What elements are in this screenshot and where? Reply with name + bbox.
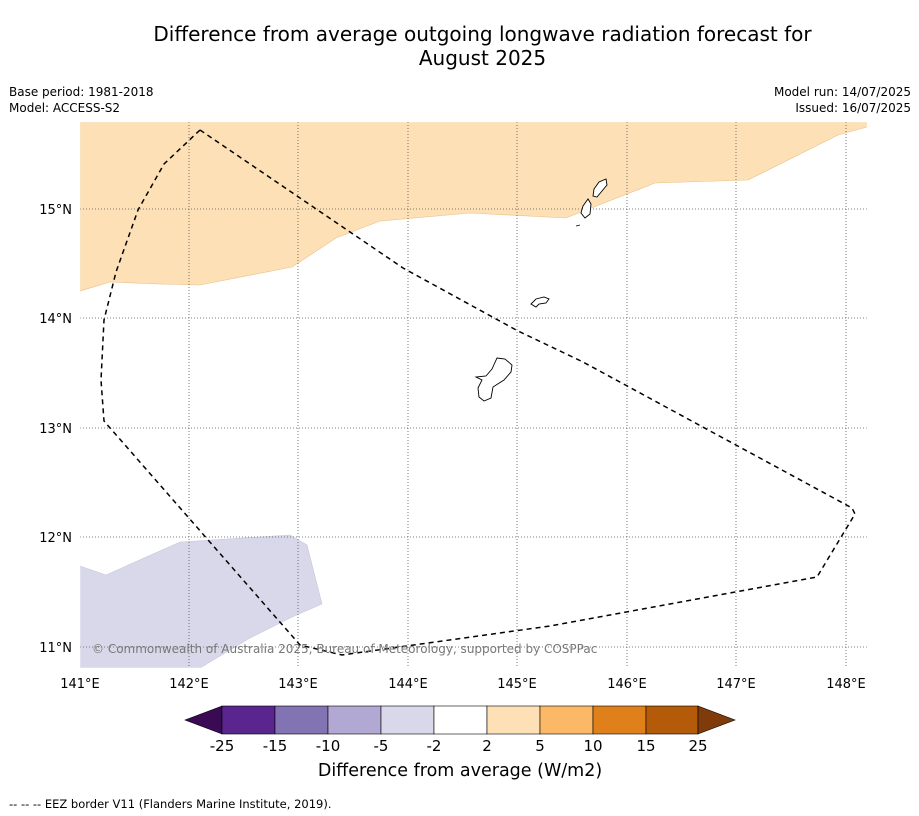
model-run: Model run: 14/07/2025: [773, 85, 911, 99]
colorbar-label: Difference from average (W/m2): [317, 761, 603, 781]
x-tick-label: 146°E: [607, 677, 647, 692]
x-tick-label: 142°E: [169, 677, 209, 692]
colorbar-ticks: -25 -15 -10 -5 -2 2 5 10 15 25: [210, 737, 708, 755]
colorbar-tick-label: -15: [263, 737, 288, 755]
meta-right: Model run: 14/07/2025 Issued: 16/07/2025: [774, 84, 911, 116]
colorbar-bin: [221, 705, 276, 735]
colorbar-tick-label: -10: [316, 737, 341, 755]
colorbar-tick-label: 25: [688, 737, 707, 755]
model-name: Model: ACCESS-S2: [9, 101, 121, 115]
y-tick-label: 15°N: [39, 203, 72, 218]
x-tick-label: 141°E: [60, 677, 100, 692]
grid-lines: [80, 122, 867, 668]
y-axis-labels: 15°N 14°N 13°N 12°N 11°N: [39, 203, 72, 656]
y-tick-label: 14°N: [39, 312, 72, 327]
colorbar-tick-label: -5: [374, 737, 389, 755]
island-guam: [474, 357, 513, 402]
title-line-2: August 2025: [418, 46, 547, 70]
anomaly-region-positive: [80, 122, 867, 292]
colorbar-bin: [592, 705, 647, 735]
eez-border: [100, 129, 856, 656]
colorbar-extend-high: [697, 705, 736, 735]
x-tick-label: 145°E: [497, 677, 537, 692]
eez-legend-footer: -- -- -- EEZ border V11 (Flanders Marine…: [9, 797, 332, 811]
colorbar-tick-label: -25: [210, 737, 235, 755]
colorbar-bin: [274, 705, 329, 735]
colorbar-tick-label: 2: [482, 737, 492, 755]
plot-frame: [79, 121, 868, 669]
meta-left: Base period: 1981-2018 Model: ACCESS-S2: [9, 84, 154, 116]
map-figure: © Commonwealth of Australia 2025, Bureau…: [39, 121, 868, 755]
issued-date: Issued: 16/07/2025: [795, 101, 911, 115]
island-saipan: [592, 178, 608, 198]
x-tick-label: 143°E: [278, 677, 318, 692]
x-tick-label: 147°E: [716, 677, 756, 692]
copyright-text: © Commonwealth of Australia 2025, Bureau…: [92, 642, 597, 656]
colorbar-tick-label: 10: [583, 737, 602, 755]
colorbar-extend-low: [184, 705, 223, 735]
x-tick-label: 148°E: [826, 677, 866, 692]
map-title: Difference from average outgoing longwav…: [90, 22, 875, 70]
colorbar-bin: [539, 705, 594, 735]
colorbar-tick-label: -2: [427, 737, 442, 755]
colorbar-tick-label: 5: [535, 737, 545, 755]
colorbar-tick-label: 15: [636, 737, 655, 755]
colorbar-bin: [486, 705, 541, 735]
island-tinian: [580, 198, 592, 219]
colorbar-bin: [327, 705, 382, 735]
title-line-1: Difference from average outgoing longwav…: [153, 22, 812, 46]
x-tick-label: 144°E: [388, 677, 428, 692]
y-tick-label: 13°N: [39, 422, 72, 437]
anomaly-region-negative: [80, 534, 323, 668]
islands: [474, 178, 608, 402]
y-tick-label: 12°N: [39, 531, 72, 546]
island-aguijan: [575, 224, 581, 227]
colorbar-bin: [645, 705, 699, 735]
base-period: Base period: 1981-2018: [9, 85, 154, 99]
x-axis-labels: 141°E 142°E 143°E 144°E 145°E 146°E 147°…: [60, 677, 866, 692]
colorbar-bin: [433, 705, 488, 735]
colorbar: [184, 705, 736, 735]
island-rota: [530, 296, 550, 308]
y-tick-label: 11°N: [39, 641, 72, 656]
colorbar-bin: [380, 705, 435, 735]
